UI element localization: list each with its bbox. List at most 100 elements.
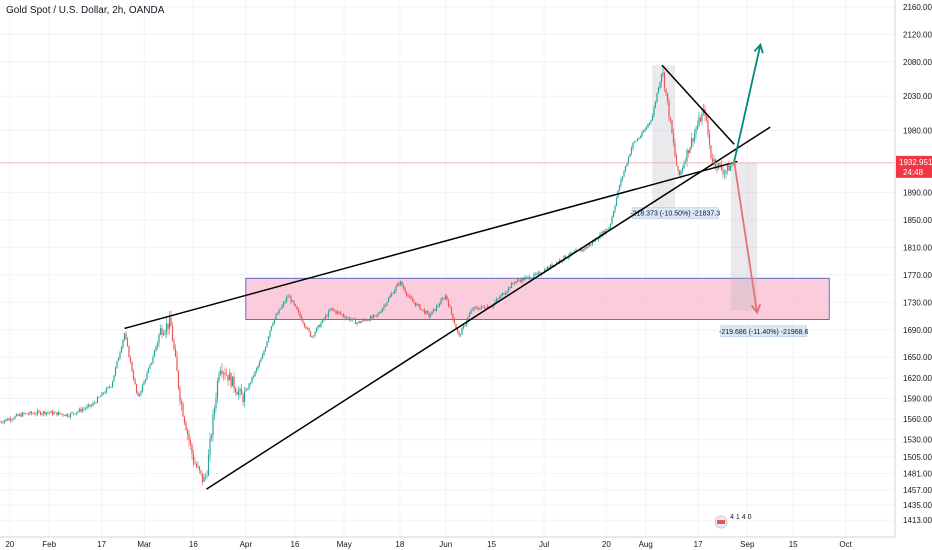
candle-body (135, 384, 138, 393)
price-tick-label: 1413.000 (903, 516, 932, 525)
candle-body (615, 197, 618, 206)
candle-body (581, 249, 583, 252)
candle-body (302, 320, 304, 324)
candle-body (255, 368, 258, 372)
price-tick-label: 1890.000 (903, 188, 932, 197)
candle-body (425, 311, 427, 314)
candle-body (338, 311, 340, 313)
candle-body (132, 371, 135, 380)
candle-body (54, 411, 57, 413)
demand-zone[interactable] (245, 277, 830, 320)
candle-body (225, 374, 228, 376)
candle-body (164, 331, 166, 334)
candle-body (705, 115, 708, 120)
candle-body (272, 322, 274, 327)
candle-body (510, 283, 513, 288)
candle-body (480, 306, 483, 308)
candle-body (450, 307, 453, 314)
candle-body (45, 412, 48, 415)
candle-body (624, 166, 627, 172)
candle-body (18, 414, 21, 416)
candle-body (648, 122, 651, 125)
candle-body (473, 307, 475, 310)
candle-body (92, 403, 94, 406)
candle-body (701, 113, 703, 122)
candle-body (387, 298, 390, 302)
price-axis[interactable]: 2160.000 2120.000 2080.000 2030.000 1980.000… (903, 3, 932, 525)
candle-body (726, 164, 729, 171)
candle-body (143, 381, 145, 385)
time-axis[interactable]: 20 Feb 17 Mar 16 Apr 16 May 18 Jun 15 Jul 20 Aug 17 Sep… (5, 540, 852, 549)
candle-body (627, 156, 630, 164)
candle-body (378, 312, 381, 314)
candle-body (261, 355, 264, 360)
candle-body (606, 229, 609, 230)
candle-body (671, 120, 673, 134)
candle-body (498, 297, 501, 299)
event-badge[interactable]: 4 1 4 0 (714, 514, 752, 529)
measure-1-label: -218.373 (-10.50%) -21837.3 (630, 211, 720, 218)
candle-body (321, 319, 324, 323)
candle-body (120, 347, 123, 353)
candle-body (423, 309, 426, 314)
candle-body (213, 407, 216, 415)
candle-body (483, 306, 486, 309)
candle-body (470, 310, 472, 314)
drawing-lines[interactable] (0, 42, 895, 490)
candle-body (437, 305, 439, 307)
bearish-arrow (733, 161, 759, 313)
candle-body (351, 318, 354, 320)
candle-body (128, 346, 130, 358)
candle-body (288, 296, 291, 298)
candle-body (417, 304, 420, 305)
candle-body (353, 318, 355, 320)
candle-body (107, 386, 109, 389)
candle-body (179, 388, 181, 402)
price-tick-label: 1481.000 (903, 469, 932, 478)
candle-body (90, 405, 93, 407)
candle-body (155, 345, 157, 351)
candle-body (722, 169, 724, 174)
candle-body (224, 372, 226, 375)
candle-body (629, 153, 631, 157)
candle-body (342, 314, 345, 317)
bullish-arrow (733, 44, 762, 162)
candle-body (231, 376, 234, 387)
candle-body (584, 247, 586, 250)
candle-body (68, 416, 70, 418)
candle-body (74, 413, 76, 415)
candle-body (416, 304, 418, 306)
candle-body (500, 295, 502, 298)
candle-body (221, 370, 223, 374)
candle-body (731, 164, 733, 166)
candle-body (626, 163, 628, 167)
candle-body (198, 466, 201, 471)
candle-body (524, 277, 526, 281)
candle-body (30, 411, 33, 414)
candle-body (593, 241, 595, 242)
candle-body (623, 171, 625, 177)
candle-body (32, 413, 34, 415)
candle-body (320, 322, 322, 328)
candle-body (359, 321, 361, 323)
candle-body (677, 165, 679, 171)
candle-body (15, 414, 18, 417)
candle-body (717, 162, 720, 169)
price-tick-label: 1980.000 (903, 127, 932, 136)
candle-body (590, 244, 592, 245)
candle-body (72, 412, 75, 414)
candle-body (656, 93, 658, 102)
candle-body (153, 350, 156, 357)
candle-body (281, 305, 283, 309)
candle-body (572, 252, 574, 254)
candle-body (657, 87, 660, 94)
candle-body (216, 380, 219, 399)
candle-body (375, 314, 378, 316)
candle-body (419, 304, 421, 310)
candle-body (432, 309, 435, 312)
zone-rect (245, 277, 830, 320)
candle-body (14, 416, 16, 419)
candle-body (138, 394, 141, 396)
